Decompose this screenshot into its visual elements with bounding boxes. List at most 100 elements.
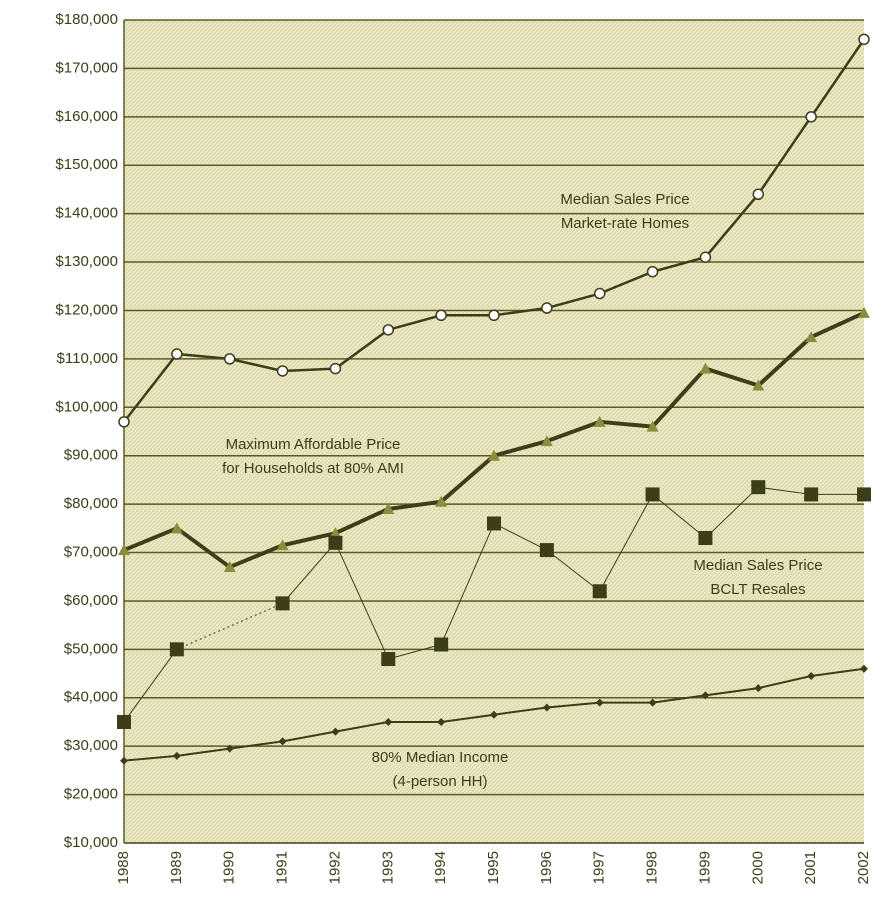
point xyxy=(170,522,183,534)
point xyxy=(118,544,130,556)
x-tick-label: 1998 xyxy=(644,851,661,884)
x-tick-label: 1994 xyxy=(432,851,449,884)
y-tick-label: $50,000 xyxy=(64,640,118,657)
point xyxy=(384,717,393,726)
point xyxy=(698,531,713,546)
series-label: Maximum Affordable Price xyxy=(226,436,401,453)
point xyxy=(592,584,607,599)
y-tick-label: $180,000 xyxy=(55,11,118,28)
x-tick-label: 1989 xyxy=(168,851,185,884)
point xyxy=(275,596,290,611)
series-label: Market-rate Homes xyxy=(561,215,689,232)
point xyxy=(225,744,234,753)
y-tick-label: $140,000 xyxy=(55,205,118,222)
point xyxy=(646,265,659,278)
y-tick-label: $100,000 xyxy=(55,398,118,415)
y-tick-label: $150,000 xyxy=(55,156,118,173)
y-tick-label: $60,000 xyxy=(64,592,118,609)
y-tick-label: $40,000 xyxy=(64,689,118,706)
y-tick-label: $110,000 xyxy=(57,350,118,367)
x-tick-label: 1990 xyxy=(221,851,238,884)
point xyxy=(171,348,183,360)
point xyxy=(699,362,712,374)
point xyxy=(805,331,818,343)
point xyxy=(541,302,553,314)
point xyxy=(381,652,396,667)
point xyxy=(646,420,659,432)
point xyxy=(331,727,340,736)
point xyxy=(488,449,500,461)
point xyxy=(754,684,763,693)
point xyxy=(117,714,131,729)
point xyxy=(701,691,710,700)
x-tick-label: 2000 xyxy=(749,851,766,884)
point xyxy=(593,287,606,300)
x-tick-label: 1995 xyxy=(485,851,502,884)
point xyxy=(857,487,871,502)
point xyxy=(328,535,343,550)
point xyxy=(542,703,551,712)
point xyxy=(807,671,816,680)
point xyxy=(488,309,500,322)
y-tick-label: $70,000 xyxy=(64,543,118,560)
point xyxy=(490,710,498,719)
y-tick-label: $20,000 xyxy=(64,786,118,803)
point xyxy=(329,527,342,539)
point xyxy=(595,698,604,707)
point xyxy=(752,379,765,391)
point xyxy=(645,487,660,502)
plot-area xyxy=(124,20,864,843)
x-tick-label: 1991 xyxy=(274,851,291,884)
gap-connector xyxy=(176,602,283,650)
point xyxy=(437,717,446,726)
x-tick-label: 1992 xyxy=(326,851,343,884)
y-tick-label: $30,000 xyxy=(64,737,118,754)
series-label: for Households at 80% AMI xyxy=(222,460,404,477)
series-line xyxy=(123,649,178,723)
point xyxy=(435,309,447,322)
point xyxy=(699,251,712,263)
point xyxy=(223,353,236,365)
point xyxy=(118,416,130,428)
y-tick-label: $170,000 xyxy=(55,59,118,76)
point xyxy=(329,362,342,375)
point xyxy=(434,637,449,652)
point xyxy=(276,539,289,551)
x-tick-label: 1996 xyxy=(538,851,555,884)
series-label: Median Sales Price xyxy=(693,557,822,574)
x-tick-label: 2002 xyxy=(855,851,872,884)
point xyxy=(539,543,554,558)
point xyxy=(858,306,870,318)
x-tick-label: 1988 xyxy=(115,851,132,884)
point xyxy=(752,188,765,201)
point xyxy=(435,495,448,507)
point xyxy=(382,502,395,514)
point xyxy=(169,642,184,657)
y-tick-label: $120,000 xyxy=(55,301,118,318)
point xyxy=(276,365,289,377)
series-line xyxy=(282,486,864,660)
series-label: BCLT Resales xyxy=(710,581,805,598)
x-tick-label: 2001 xyxy=(802,851,819,884)
x-tick-label: 1997 xyxy=(591,851,608,884)
series-label: (4-person HH) xyxy=(392,773,487,790)
y-tick-label: $130,000 xyxy=(55,253,118,270)
point xyxy=(751,480,766,495)
point xyxy=(487,516,501,531)
y-tick-label: $10,000 xyxy=(64,834,118,851)
series-label: Median Sales Price xyxy=(560,191,689,208)
point xyxy=(805,111,817,123)
point xyxy=(858,33,870,46)
point xyxy=(172,751,181,760)
y-tick-label: $80,000 xyxy=(64,495,118,512)
point xyxy=(804,487,819,502)
point xyxy=(648,698,657,707)
y-tick-label: $90,000 xyxy=(64,447,118,464)
point xyxy=(540,435,553,447)
point xyxy=(278,737,287,746)
y-tick-label: $160,000 xyxy=(55,108,118,125)
series-label: 80% Median Income xyxy=(372,749,509,766)
point xyxy=(223,561,236,573)
point xyxy=(860,664,868,673)
